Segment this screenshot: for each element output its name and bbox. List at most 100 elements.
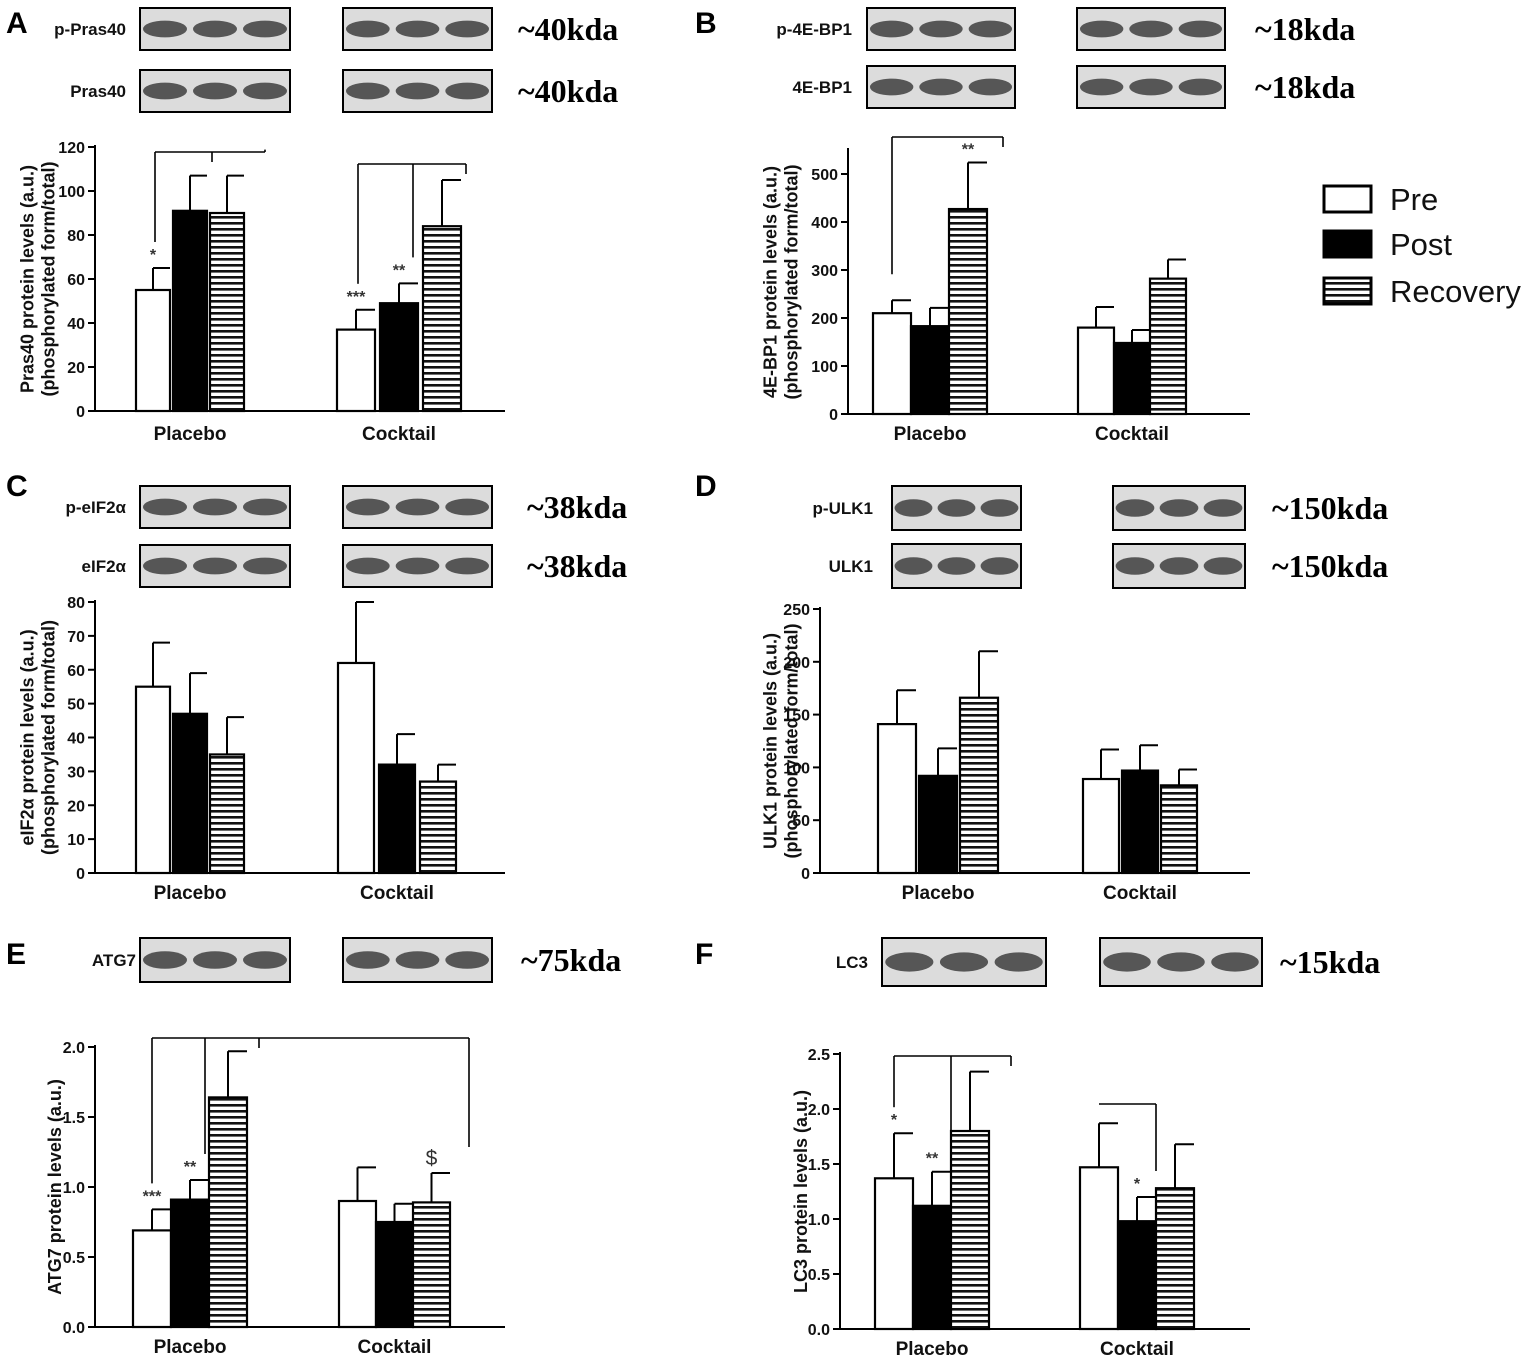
x-category-label: Cocktail [1103,883,1177,904]
y-tick-label: 0 [76,866,85,883]
blot-band [1115,499,1155,517]
blot-band [345,951,390,969]
x-category-label: Placebo [154,424,227,445]
y-axis-label-line: ULK1 protein levels (a.u.) [761,633,781,849]
blot-band [143,498,187,516]
blot-strip [1076,7,1226,51]
blot-band [345,82,390,100]
y-tick-label: 150 [783,708,810,725]
bar-post-cocktail [378,302,420,413]
y-tick-label: 70 [67,629,85,646]
blot-band [1203,557,1243,575]
y-tick-label: 250 [783,602,810,619]
y-tick-label: 2.0 [808,1102,830,1119]
y-axis-label-line: (phosphorylated form/total) [39,162,59,397]
bar-pre-cocktail [335,328,377,413]
bar-recovery-cocktail [1154,1187,1196,1331]
blot-band [1103,952,1151,972]
significance-bracket [151,1037,470,1184]
significance-marker: *** [143,1188,162,1205]
blot-band [968,78,1013,96]
blot-band [395,951,440,969]
y-tick-label: 1.5 [808,1157,830,1174]
blot-band [345,498,390,516]
y-axis-label-line: eIF2α protein levels (a.u.) [18,629,38,845]
legend-label-recovery: Recovery [1390,274,1521,309]
significance-bracket [891,136,1004,275]
blot-label: ULK1 [829,557,873,576]
blot-band [445,951,490,969]
blot-band [919,20,963,38]
y-tick-label: 0.0 [808,1322,830,1339]
y-axis-label: Pras40 protein levels (a.u.) (phosphoryla… [18,162,59,397]
bar-pre-cocktail [1081,777,1121,875]
blot-band [193,82,237,100]
panel-letter: D [695,470,717,503]
blot-band [193,20,237,38]
blot-band [1178,78,1223,96]
y-tick-label: 0 [76,404,85,421]
y-tick-label: 80 [67,595,85,612]
bar-post-cocktail [1120,769,1160,875]
blot-band [1211,952,1259,972]
y-axis-label: ATG7 protein levels (a.u.) [45,1079,65,1295]
y-tick-label: 50 [67,697,85,714]
blot-band [994,952,1043,972]
blot-band [243,951,287,969]
blot-band [395,20,440,38]
bar-pre-cocktail [1076,326,1116,416]
significance-bracket [1099,1103,1157,1171]
blot-label: Pras40 [70,82,126,101]
bar-post-placebo [909,325,951,416]
blot-band [395,557,440,575]
kda-label: ~150kda [1272,548,1388,584]
kda-label: ~75kda [521,942,621,978]
y-tick-label: 200 [811,311,838,328]
significance-marker: ** [393,262,406,279]
bar-recovery-placebo [207,1096,249,1329]
kda-label: ~40kda [518,11,618,47]
bar-pre-placebo [871,312,913,416]
blot-strip [139,937,291,983]
panel-d: Dp-ULK1 ~150kda ULK1 ~150kda 0 50 100 150 200 250… [695,470,1388,904]
panel-c: Cp-eIF2α ~38kda eIF2α ~38kda 0 10 20 30 40 50 60 70… [6,470,627,904]
blot-band [1079,78,1124,96]
bar-recovery-cocktail [1159,784,1199,875]
bar-recovery-placebo [949,1129,991,1331]
blot-band [193,557,237,575]
kda-label: ~40kda [518,73,618,109]
significance-bracket [893,1055,1012,1146]
significance-bracket [154,149,266,242]
kda-label: ~150kda [1272,490,1388,526]
y-axis-label: ULK1 protein levels (a.u.) (phosphorylate… [761,624,802,859]
blot-band [345,557,390,575]
blot-band [894,499,933,517]
blot-band [939,952,989,972]
blot-strip [342,544,493,588]
blot-band [869,20,914,38]
y-tick-label: 20 [67,360,85,377]
blot-band [894,557,933,575]
y-tick-label: 400 [811,215,838,232]
blot-label: LC3 [836,953,868,972]
significance-marker: $ [426,1147,438,1170]
bar-pre-cocktail [337,1199,378,1329]
kda-label: ~15kda [1280,944,1380,980]
y-tick-label: 100 [58,184,85,201]
bar-recovery-cocktail [1148,277,1188,416]
panel-letter: C [6,470,28,503]
y-tick-label: 500 [811,167,838,184]
legend-swatch-post [1322,229,1373,259]
significance-marker: * [150,247,157,264]
y-tick-label: 200 [783,655,810,672]
blot-band [919,78,963,96]
bar-recovery-placebo [208,753,246,875]
blot-strip [866,7,1016,51]
y-tick-label: 0 [829,407,838,424]
blot-band [243,20,287,38]
significance-marker: *** [347,289,366,306]
blot-band [1115,557,1155,575]
